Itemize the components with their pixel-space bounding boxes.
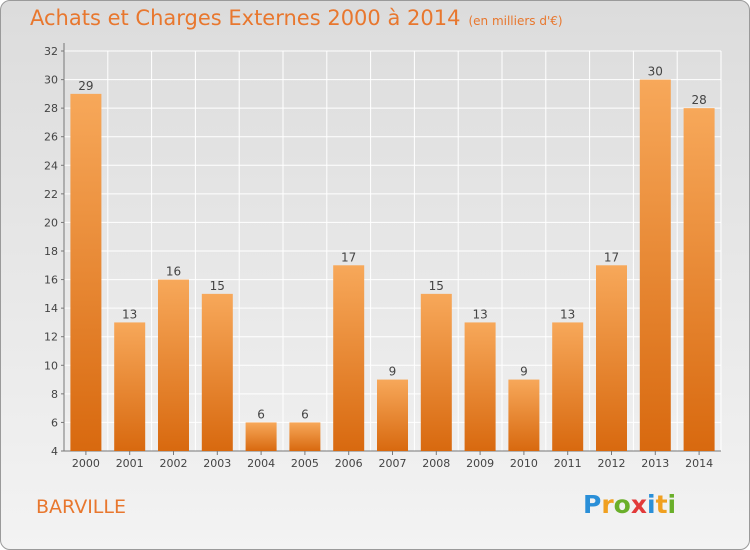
bar-value-label: 15 [210,279,225,293]
y-tick-label: 16 [44,274,58,287]
y-tick-label: 6 [51,416,58,429]
x-tick-label: 2006 [335,457,363,470]
x-tick-label: 2002 [160,457,188,470]
bar-value-label: 9 [389,365,397,379]
y-tick-label: 24 [44,159,58,172]
bar-value-label: 29 [78,79,93,93]
logo-letter: i [647,490,656,519]
y-tick-label: 28 [44,102,58,115]
y-tick-label: 32 [44,45,58,58]
chart-title: Achats et Charges Externes 2000 à 2014 [30,6,461,30]
logo-letter: x [630,490,647,519]
bar-value-label: 9 [520,365,528,379]
bar [377,379,408,451]
x-tick-label: 2001 [116,457,144,470]
bar-value-label: 13 [560,307,575,321]
logo-letter: t [655,490,668,519]
title-block: Achats et Charges Externes 2000 à 2014 (e… [30,6,563,30]
bar-value-label: 15 [429,279,444,293]
bar [201,293,233,451]
y-tick-label: 4 [51,445,58,458]
bar-value-label: 6 [301,407,309,421]
x-tick-label: 2009 [466,457,494,470]
y-tick-label: 14 [44,302,58,315]
y-tick-label: 22 [44,188,58,201]
bar [420,293,452,451]
x-tick-label: 2004 [247,457,275,470]
bar-value-label: 17 [604,250,619,264]
bar-value-label: 16 [166,265,181,279]
bar [464,322,496,451]
bar [289,422,321,451]
x-tick-label: 2013 [641,457,669,470]
bar [114,322,146,451]
y-tick-label: 30 [44,74,58,87]
commune-name: BARVILLE [36,496,126,518]
x-tick-label: 2014 [685,457,713,470]
y-tick-label: 12 [44,331,58,344]
bar [639,79,671,452]
proxiti-logo: Proxiti [583,490,676,519]
bar-value-label: 30 [648,65,663,79]
bar [70,93,102,451]
bars [70,79,715,452]
labels: 4 6 8 10 12 14 16 18 20 22 24 26 28 30 32 29 2000 13 2001 1… [44,45,713,470]
x-tick-label: 2008 [422,457,450,470]
y-tick-label: 20 [44,216,58,229]
logo-letter: P [583,490,602,519]
bar [158,279,189,451]
bar [245,422,277,451]
bar [333,265,365,451]
logo-letter: o [613,490,631,519]
x-tick-label: 2010 [510,457,538,470]
chart-subtitle: (en milliers d'€) [468,14,563,28]
y-tick-label: 8 [51,388,58,401]
x-tick-label: 2011 [554,457,582,470]
x-tick-label: 2003 [203,457,231,470]
bar [683,108,715,452]
bar-value-label: 6 [257,407,265,421]
x-tick-label: 2012 [598,457,626,470]
x-tick-label: 2005 [291,457,319,470]
logo-letter: r [601,490,614,519]
x-tick-label: 2007 [379,457,407,470]
y-tick-label: 18 [44,245,58,258]
x-tick-label: 2000 [72,457,100,470]
bar [596,265,627,451]
bar-value-label: 17 [341,250,356,264]
logo-letter: i [667,490,677,519]
bar-value-label: 28 [691,93,706,107]
y-tick-label: 26 [44,131,58,144]
y-tick-label: 10 [44,359,58,372]
bar-value-label: 13 [472,307,487,321]
bar-value-label: 13 [122,307,137,321]
bar [552,322,584,451]
bar [508,379,540,451]
